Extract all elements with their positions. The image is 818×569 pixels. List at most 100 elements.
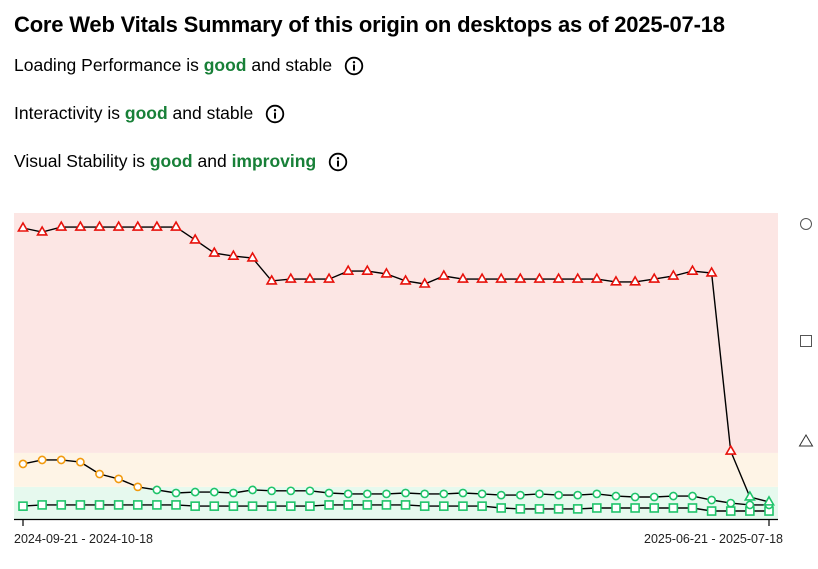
data-point-square xyxy=(381,500,392,510)
data-point-circle xyxy=(535,489,544,499)
data-point-square xyxy=(419,501,430,511)
series-line-square xyxy=(22,504,769,512)
legend-circle-icon xyxy=(800,218,812,230)
data-point-circle xyxy=(248,485,257,495)
data-point-circle xyxy=(171,488,181,498)
data-point-triangle xyxy=(55,220,68,231)
data-point-circle xyxy=(439,489,449,499)
band-good xyxy=(14,486,778,519)
data-point-triangle xyxy=(686,264,699,275)
data-point-triangle xyxy=(667,269,680,280)
data-point-circle xyxy=(343,489,353,499)
data-point-circle xyxy=(420,489,430,499)
data-point-triangle xyxy=(361,264,374,275)
data-point-triangle xyxy=(590,272,603,283)
data-point-circle xyxy=(209,487,219,497)
data-point-square xyxy=(132,500,143,510)
metric-status-word: improving xyxy=(231,151,317,171)
x-tick-label: 2025-06-21 - 2025-07-18 xyxy=(644,532,783,546)
data-point-circle xyxy=(649,492,659,502)
data-point-square xyxy=(400,500,411,510)
metric-status-word: good xyxy=(124,103,168,123)
data-point-circle xyxy=(37,455,47,465)
data-point-circle xyxy=(305,486,315,496)
data-point-square xyxy=(477,501,487,511)
data-point-triangle xyxy=(380,267,393,278)
data-point-triangle xyxy=(763,495,775,506)
data-point-circle xyxy=(592,489,602,499)
data-point-circle xyxy=(133,482,143,492)
data-point-square xyxy=(75,500,86,510)
data-point-triangle xyxy=(323,272,336,283)
data-point-circle xyxy=(458,488,468,498)
data-point-triangle xyxy=(571,272,584,283)
data-point-circle xyxy=(477,489,487,499)
data-point-square xyxy=(113,500,124,510)
data-point-triangle xyxy=(74,220,87,231)
data-point-square xyxy=(630,503,640,513)
data-point-circle xyxy=(611,491,621,501)
data-point-triangle xyxy=(743,490,756,501)
data-point-triangle xyxy=(418,277,431,288)
data-point-triangle xyxy=(533,272,546,283)
data-point-square xyxy=(190,501,200,511)
data-point-circle xyxy=(267,486,277,496)
data-point-triangle xyxy=(208,246,221,257)
metric-interactivity: Interactivity is good and stable xyxy=(14,103,285,124)
data-point-circle xyxy=(152,485,162,495)
info-icon[interactable] xyxy=(344,56,364,76)
metric-status-word: good xyxy=(149,151,193,171)
data-point-circle xyxy=(190,487,200,497)
data-point-triangle xyxy=(609,275,622,286)
data-point-square xyxy=(94,500,105,510)
data-point-circle xyxy=(496,490,506,500)
data-point-circle xyxy=(114,474,124,484)
data-point-circle xyxy=(401,488,410,498)
data-point-circle xyxy=(229,488,238,498)
data-point-circle xyxy=(688,491,697,501)
data-point-circle xyxy=(707,495,717,505)
data-point-triangle xyxy=(265,274,278,285)
legend-square-icon xyxy=(800,335,812,347)
data-point-circle xyxy=(95,469,104,479)
data-point-circle xyxy=(668,491,678,501)
data-point-square xyxy=(171,500,181,510)
data-point-triangle xyxy=(495,272,508,283)
data-point-square xyxy=(725,506,736,516)
data-point-circle xyxy=(726,498,736,508)
metric-visual-stability: Visual Stability is good and improving xyxy=(14,151,348,172)
data-point-square xyxy=(611,503,621,513)
data-point-square xyxy=(37,500,47,510)
data-point-square xyxy=(152,500,162,510)
data-point-triangle xyxy=(342,264,355,275)
metric-text: Visual Stability is xyxy=(14,151,150,171)
data-point-circle xyxy=(554,490,563,500)
data-point-square xyxy=(458,501,468,511)
data-point-circle xyxy=(630,492,640,502)
data-point-square xyxy=(668,503,679,513)
data-point-triangle xyxy=(131,220,144,231)
info-icon[interactable] xyxy=(328,152,348,172)
data-point-square xyxy=(687,503,698,513)
data-point-circle xyxy=(18,459,28,469)
data-point-circle xyxy=(382,489,391,499)
data-point-triangle xyxy=(189,233,202,244)
metric-text: and stable xyxy=(167,103,254,123)
data-point-triangle xyxy=(514,272,527,283)
data-point-square xyxy=(56,500,67,510)
data-point-circle xyxy=(745,500,755,510)
data-point-circle xyxy=(362,489,372,499)
info-icon[interactable] xyxy=(265,104,285,124)
data-point-triangle xyxy=(93,220,106,231)
data-point-triangle xyxy=(284,272,297,283)
data-point-circle xyxy=(324,488,334,498)
data-point-square xyxy=(266,501,277,511)
data-point-triangle xyxy=(170,220,183,231)
data-point-square xyxy=(534,504,545,514)
data-point-square xyxy=(572,504,583,514)
data-point-triangle xyxy=(724,444,737,455)
data-point-circle xyxy=(515,490,525,500)
data-point-square xyxy=(439,501,449,511)
data-point-square xyxy=(247,501,258,511)
metric-text: and xyxy=(192,151,232,171)
